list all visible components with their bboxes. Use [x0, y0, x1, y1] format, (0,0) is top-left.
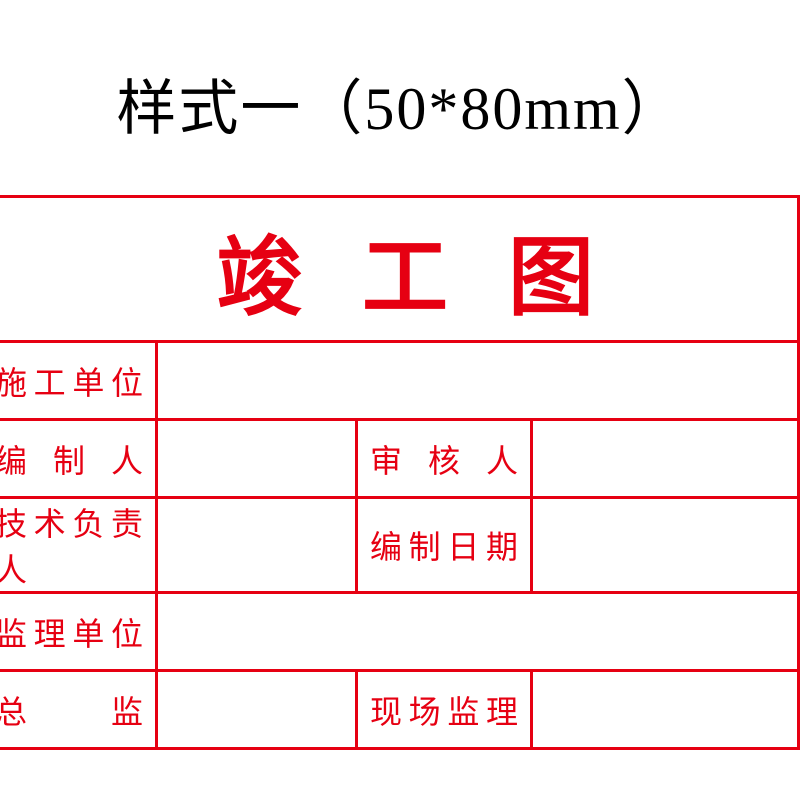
label-construction-unit: 施工单位: [0, 342, 157, 420]
label-supervision-unit: 监理单位: [0, 593, 157, 671]
stamp-title-cell: 竣工图: [0, 197, 799, 342]
table-row: 技术负责人 编制日期: [0, 498, 799, 593]
table-row: 总监 现场监理: [0, 671, 799, 749]
value-supervision-unit: [157, 593, 799, 671]
table-row: 监理单位: [0, 593, 799, 671]
value-reviewer: [532, 420, 799, 498]
stamp-title-row: 竣工图: [0, 197, 799, 342]
table-row: 施工单位: [0, 342, 799, 420]
value-chief-supervisor: [157, 671, 357, 749]
value-compile-date: [532, 498, 799, 593]
stamp-title: 竣工图: [126, 230, 654, 326]
label-text: 总监: [0, 687, 155, 733]
stamp-table: 竣工图 施工单位 编制人 审核人 技术负责人 编制日期 监理单位: [0, 195, 800, 750]
label-compiler: 编制人: [0, 420, 157, 498]
label-text: 审核人: [358, 436, 530, 482]
label-reviewer: 审核人: [357, 420, 532, 498]
label-chief-supervisor: 总监: [0, 671, 157, 749]
label-text: 现场监理: [358, 687, 530, 733]
label-text: 监理单位: [0, 609, 155, 655]
label-tech-lead: 技术负责人: [0, 498, 157, 593]
value-tech-lead: [157, 498, 357, 593]
label-text: 施工单位: [0, 358, 155, 404]
value-construction-unit: [157, 342, 799, 420]
value-compiler: [157, 420, 357, 498]
label-text: 编制人: [0, 436, 155, 482]
table-row: 编制人 审核人: [0, 420, 799, 498]
style-caption: 样式一（50*80mm）: [0, 60, 800, 147]
label-text: 技术负责人: [0, 499, 155, 591]
value-site-supervisor: [532, 671, 799, 749]
label-compile-date: 编制日期: [357, 498, 532, 593]
label-site-supervisor: 现场监理: [357, 671, 532, 749]
label-text: 编制日期: [358, 522, 530, 568]
